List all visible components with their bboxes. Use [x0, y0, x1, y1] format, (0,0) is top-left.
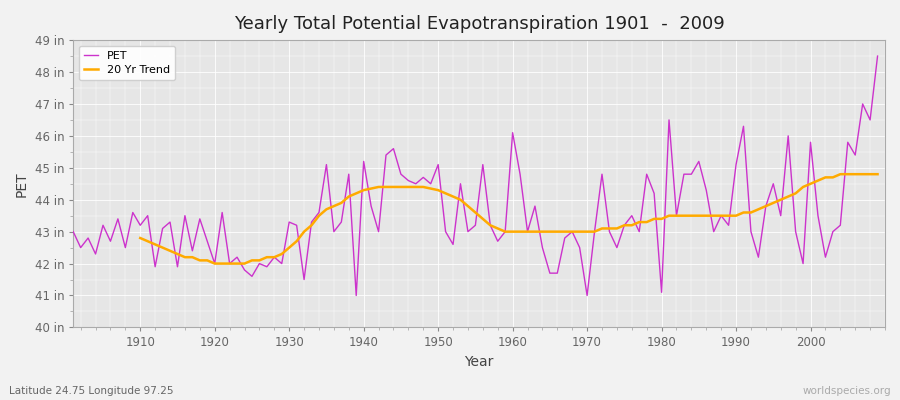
Y-axis label: PET: PET [15, 171, 29, 196]
20 Yr Trend [500, 229, 510, 234]
Text: Latitude 24.75 Longitude 97.25: Latitude 24.75 Longitude 97.25 [9, 386, 174, 396]
Text: worldspecies.org: worldspecies.org [803, 386, 891, 396]
PET [68, 229, 78, 234]
PET [872, 54, 883, 58]
Legend: PET, 20 Yr Trend: PET, 20 Yr Trend [79, 46, 176, 80]
20 Yr Trend [872, 172, 883, 176]
Line: PET: PET [73, 56, 878, 296]
PET [515, 172, 526, 176]
20 Yr Trend [292, 239, 302, 244]
PET [604, 229, 615, 234]
PET [508, 130, 518, 135]
X-axis label: Year: Year [464, 355, 494, 369]
PET [292, 223, 302, 228]
PET [128, 210, 139, 215]
Title: Yearly Total Potential Evapotranspiration 1901  -  2009: Yearly Total Potential Evapotranspiratio… [234, 15, 724, 33]
20 Yr Trend [508, 229, 518, 234]
20 Yr Trend [597, 226, 608, 231]
PET [336, 220, 346, 224]
PET [351, 293, 362, 298]
20 Yr Trend [336, 200, 346, 205]
Line: 20 Yr Trend: 20 Yr Trend [140, 174, 877, 264]
